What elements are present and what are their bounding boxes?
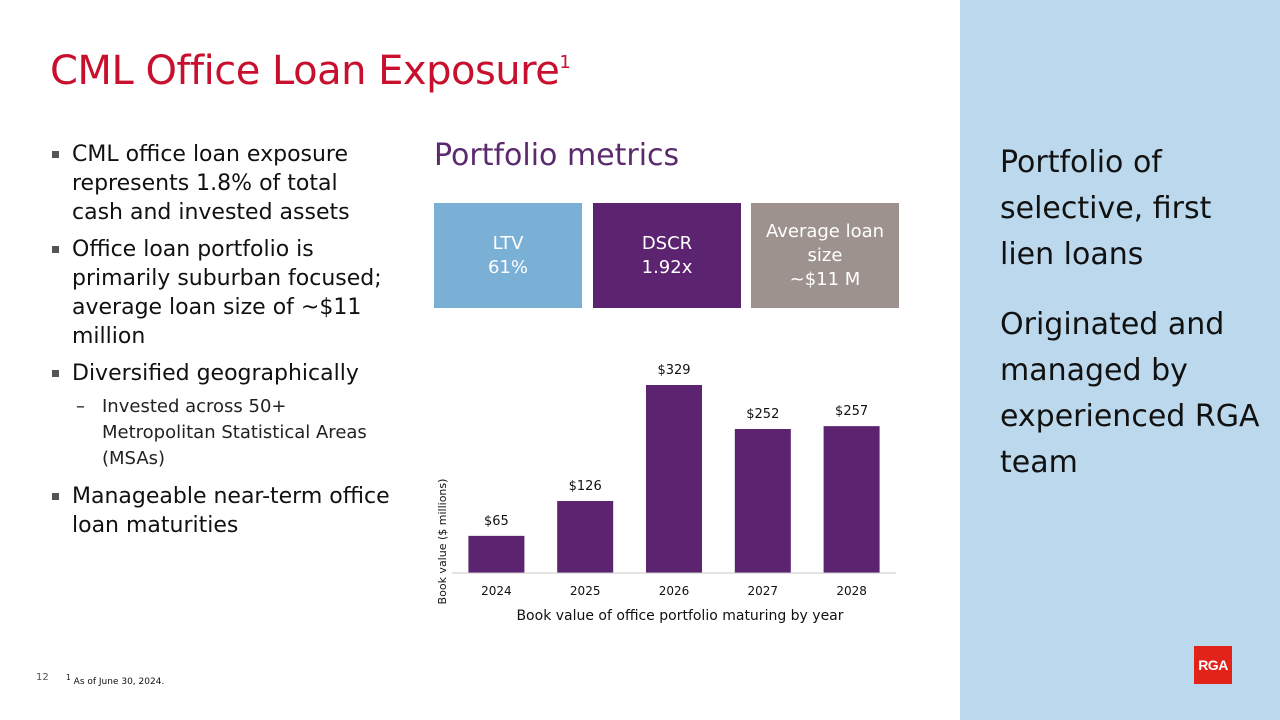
chart-x-axis-title: Book value of office portfolio maturing … xyxy=(516,608,844,624)
title-footnote-mark: 1 xyxy=(559,52,571,73)
portfolio-metrics-title: Portfolio metrics xyxy=(434,138,680,173)
bullet-item: Manageable near-term office loan maturit… xyxy=(50,482,390,540)
bullet-list: CML office loan exposure represents 1.8%… xyxy=(50,140,390,548)
chart-data-label-2026: $329 xyxy=(657,363,690,378)
metric-ltv-label: LTV xyxy=(492,232,524,254)
footnote-mark: 1 xyxy=(66,673,71,682)
metric-avg-loan-box: Average loan size ~$11 M xyxy=(751,203,899,308)
chart-x-tick-2025: 2025 xyxy=(570,584,601,598)
metric-dscr-value: 1.92x xyxy=(641,256,693,278)
maturity-bar-chart: Book value ($ millions) $65 2024 $126 2025 $3… xyxy=(430,350,910,640)
chart-bar-2028 xyxy=(823,426,880,573)
sidebar-panel xyxy=(960,0,1280,720)
chart-bar-2025 xyxy=(557,501,614,573)
chart-svg: Book value ($ millions) $65 2024 $126 2025 $3… xyxy=(436,363,896,605)
chart-y-axis-title: Book value ($ millions) xyxy=(436,479,449,605)
chart-x-tick-2027: 2027 xyxy=(748,584,779,598)
chart-data-label-2024: $65 xyxy=(484,514,509,529)
metric-ltv-value: 61% xyxy=(487,256,528,278)
sub-bullet-item: – Invested across 50+ Metropolitan Statis… xyxy=(50,394,390,472)
chart-x-tick-2024: 2024 xyxy=(481,584,512,598)
metric-dscr-label: DSCR xyxy=(641,232,693,254)
sub-bullet-dash: – xyxy=(76,396,85,417)
sidebar-text-rga-team: Originated and managed by experienced RG… xyxy=(1000,307,1260,480)
metric-avg-loan-value: ~$11 M xyxy=(789,268,861,290)
sidebar-text-selective-loans: Portfolio of selective, first lien loans xyxy=(1000,145,1212,272)
chart-data-label-2028: $257 xyxy=(835,404,868,419)
metric-dscr-box: DSCR 1.92x xyxy=(593,203,741,308)
chart-bar-2024 xyxy=(468,535,525,573)
chart-data-label-2025: $126 xyxy=(569,479,602,494)
sub-bullet-text: Invested across 50+ Metropolitan Statist… xyxy=(102,396,367,469)
footnote: 1 As of June 30, 2024. xyxy=(66,673,164,687)
bullet-item: Diversified geographically xyxy=(50,359,390,388)
bullet-item: CML office loan exposure represents 1.8%… xyxy=(50,140,390,227)
chart-data-label-2027: $252 xyxy=(746,407,779,422)
chart-bar-2026 xyxy=(646,385,702,573)
chart-x-tick-2028: 2028 xyxy=(836,584,867,598)
bullet-item: Office loan portfolio is primarily subur… xyxy=(50,235,390,351)
rga-logo: RGA xyxy=(1194,646,1232,684)
chart-bar-2027 xyxy=(734,429,791,573)
page-title: CML Office Loan Exposure1 xyxy=(50,48,571,94)
page-number: 12 xyxy=(36,672,49,683)
footnote-text: As of June 30, 2024. xyxy=(73,677,165,687)
metric-ltv-box: LTV 61% xyxy=(434,203,582,308)
metric-avg-loan-label: Average loan size xyxy=(765,220,885,266)
chart-x-tick-2026: 2026 xyxy=(659,584,690,598)
